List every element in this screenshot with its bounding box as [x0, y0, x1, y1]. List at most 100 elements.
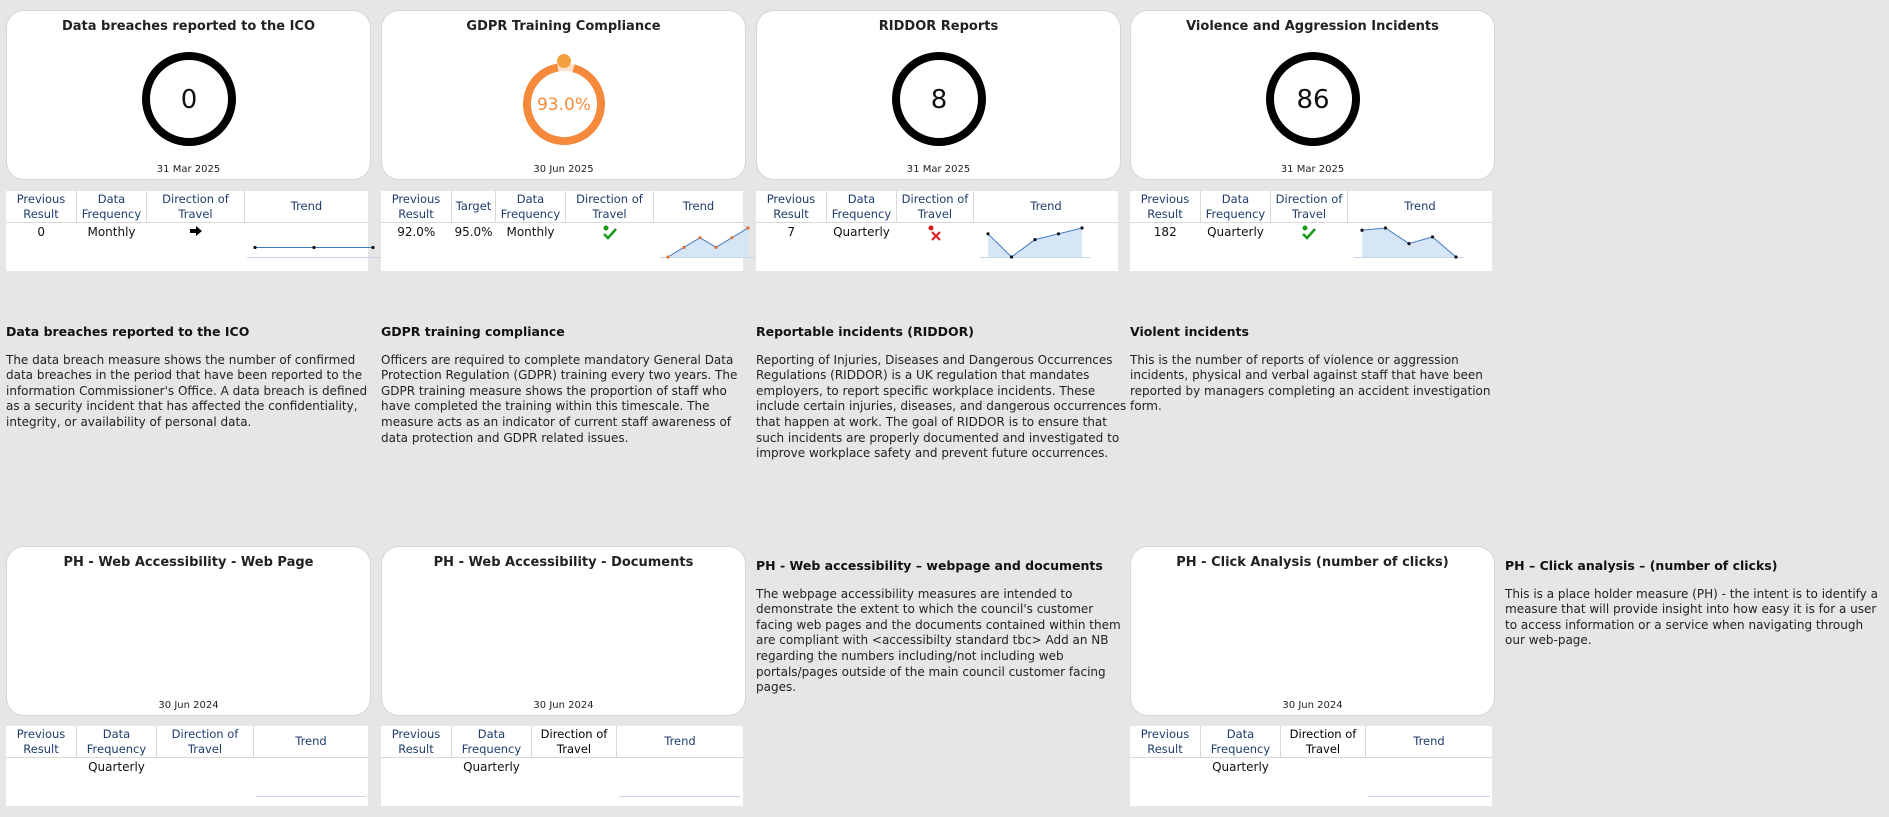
kpi-card-riddor[interactable]: RIDDOR Reports 8 31 Mar 2025 — [756, 10, 1121, 180]
kpi-table-click-analysis: Previous Result Data Frequency Direction… — [1130, 726, 1492, 806]
card-date: 31 Mar 2025 — [1280, 164, 1345, 175]
trend-cell — [254, 758, 369, 807]
trend-point — [1079, 226, 1084, 230]
kpi-ring: 86 — [1265, 52, 1360, 146]
header-direction: Direction of Travel — [531, 726, 617, 758]
card-date: 30 Jun 2024 — [158, 700, 219, 711]
previous-value: 7 — [787, 225, 796, 239]
frequency-value: Quarterly — [1207, 225, 1264, 239]
card-date: 30 Jun 2024 — [533, 700, 594, 711]
kpi-value: 0 — [180, 85, 197, 115]
kpi-card-data-breaches[interactable]: Data breaches reported to the ICO 0 31 M… — [6, 10, 371, 180]
trend-sparkline — [979, 226, 1090, 259]
card-title: PH - Click Analysis (number of clicks) — [1176, 555, 1449, 570]
header-trend: Trend — [653, 191, 743, 223]
description-web-accessibility: PH - Web accessibility – webpage and doc… — [756, 558, 1131, 696]
trend-point — [1406, 242, 1411, 246]
frequency-value: Quarterly — [833, 225, 890, 239]
green-check-icon — [602, 225, 617, 240]
header-trend: Trend — [1347, 191, 1492, 223]
header-frequency: Data Frequency — [1200, 726, 1281, 758]
trend-point — [1032, 238, 1037, 242]
kpi-card-web-accessibility-page[interactable]: PH - Web Accessibility - Web Page 30 Jun… — [6, 546, 371, 716]
trend-point — [729, 236, 734, 240]
trend-point — [1359, 228, 1364, 232]
trend-area — [1361, 228, 1456, 257]
description-title: Data breaches reported to the ICO — [6, 324, 250, 339]
kpi-card-web-accessibility-documents[interactable]: PH - Web Accessibility - Documents 30 Ju… — [381, 546, 746, 716]
kpi-table-gdpr-training: Previous Result Target Data Frequency Di… — [381, 191, 756, 272]
kpi-value: 86 — [1296, 85, 1329, 115]
right-arrow-icon — [189, 226, 202, 236]
header-frequency: Data Frequency — [76, 191, 147, 223]
header-frequency: Data Frequency — [495, 191, 566, 223]
header-previous: Previous Result — [381, 726, 452, 758]
description-title: PH - Web accessibility – webpage and doc… — [756, 558, 1103, 573]
header-direction: Direction of Travel — [156, 726, 254, 758]
kpi-value: 8 — [930, 85, 947, 115]
card-title: Data breaches reported to the ICO — [61, 19, 316, 34]
kpi-ring: 0 — [141, 52, 236, 146]
header-trend: Trend — [1365, 726, 1492, 758]
kpi-card-violence[interactable]: Violence and Aggression Incidents 86 31 … — [1130, 10, 1495, 180]
kpi-table-violence: Previous Result Data Frequency Direction… — [1130, 191, 1492, 271]
header-trend: Trend — [973, 191, 1118, 223]
description-body: The data breach measure shows the number… — [6, 352, 368, 429]
card-date: 31 Mar 2025 — [156, 164, 221, 175]
trend-cell — [1348, 223, 1493, 272]
frequency-value: Monthly — [87, 225, 136, 239]
direction-cell — [897, 223, 974, 272]
direction-cell — [566, 223, 654, 272]
card-title: PH - Web Accessibility - Documents — [433, 555, 694, 570]
red-cross-icon — [928, 225, 941, 241]
frequency-value: Monthly — [506, 225, 555, 239]
header-direction: Direction of Travel — [146, 191, 245, 223]
card-title: PH - Web Accessibility - Web Page — [63, 555, 314, 570]
trend-point — [665, 255, 670, 259]
description-body: Officers are required to complete mandat… — [381, 352, 738, 445]
kpi-table-web-accessibility-documents: Previous Result Data Frequency Direction… — [381, 726, 743, 806]
previous-value: 0 — [37, 225, 46, 239]
kpi-card-click-analysis[interactable]: PH - Click Analysis (number of clicks) 3… — [1130, 546, 1495, 716]
kpi-card-gdpr-training[interactable]: GDPR Training Compliance 93.0% 30 Jun 20… — [381, 10, 746, 180]
description-title: GDPR training compliance — [381, 324, 565, 339]
header-previous: Previous Result — [381, 191, 452, 223]
previous-value — [6, 758, 77, 807]
trend-area — [987, 228, 1082, 257]
direction-cell — [532, 758, 617, 807]
trend-point — [681, 245, 686, 249]
kpi-progress-ring: 93.0% — [522, 54, 605, 145]
frequency-value: Quarterly — [1212, 760, 1269, 774]
trend-point — [1430, 235, 1434, 239]
kpi-ring: 8 — [891, 52, 986, 146]
trend-sparkline — [659, 226, 756, 259]
kpi-value: 93.0% — [536, 95, 590, 115]
previous-value: 182 — [1153, 225, 1177, 239]
previous-value: 92.0% — [397, 225, 436, 239]
header-previous: Previous Result — [1130, 191, 1201, 223]
description-riddor: Reportable incidents (RIDDOR) Reporting … — [756, 324, 1131, 462]
card-date: 30 Jun 2025 — [533, 164, 594, 175]
previous-value — [1130, 758, 1201, 807]
card-title: RIDDOR Reports — [878, 19, 999, 34]
kpi-table-riddor: Previous Result Data Frequency Direction… — [756, 191, 1118, 271]
description-body: This is a place holder measure (PH) - th… — [1505, 586, 1878, 648]
kpi-table-web-accessibility-page: Previous Result Data Frequency Direction… — [6, 726, 368, 806]
card-title: Violence and Aggression Incidents — [1186, 19, 1439, 34]
trend-point — [697, 236, 702, 240]
direction-cell — [147, 223, 245, 272]
description-title: Violent incidents — [1130, 324, 1249, 339]
trend-sparkline — [1353, 226, 1464, 259]
header-direction: Direction of Travel — [896, 191, 974, 223]
card-date: 31 Mar 2025 — [906, 164, 971, 175]
description-body: This is the number of reports of violenc… — [1130, 352, 1491, 414]
direction-cell — [1271, 223, 1348, 272]
description-title: PH – Click analysis – (number of clicks) — [1505, 558, 1778, 573]
direction-cell — [157, 758, 254, 807]
header-target: Target — [451, 191, 496, 223]
target-value: 95.0% — [454, 225, 493, 239]
description-title: Reportable incidents (RIDDOR) — [756, 324, 974, 339]
trend-line — [667, 227, 748, 258]
header-previous: Previous Result — [6, 191, 77, 223]
trend-point — [252, 245, 257, 250]
